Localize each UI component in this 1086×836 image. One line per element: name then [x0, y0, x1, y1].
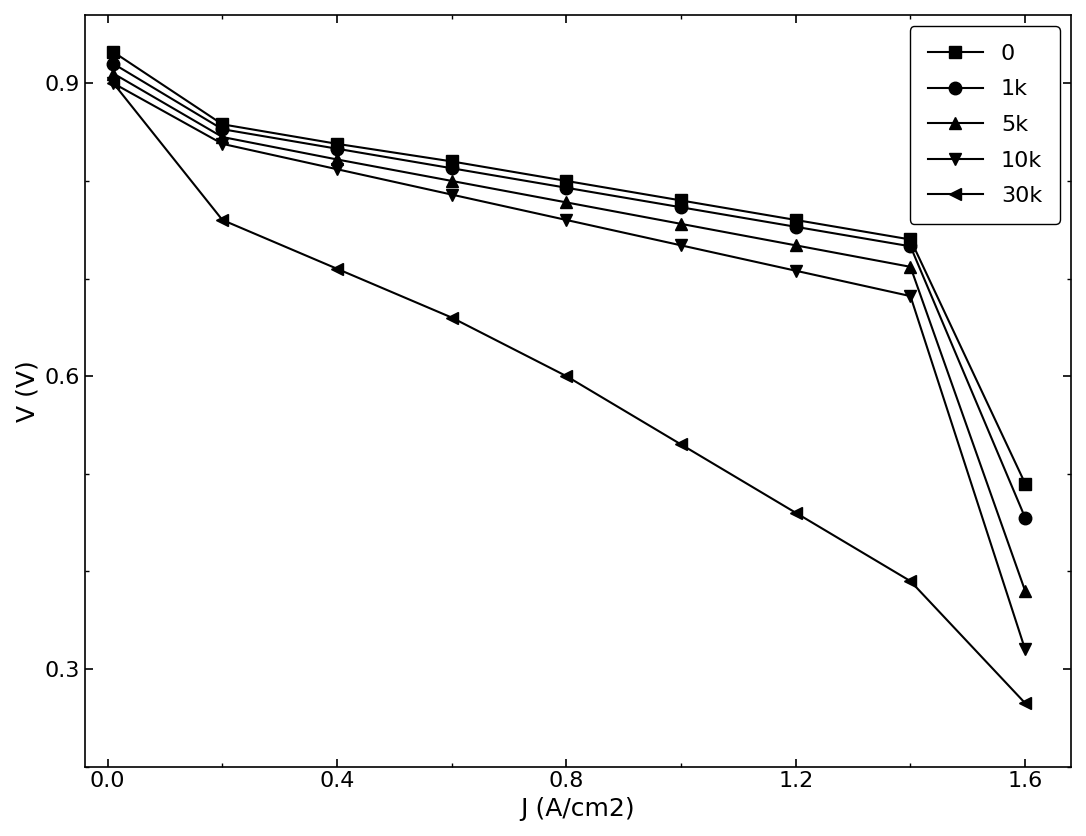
10k — [445, 190, 458, 200]
5k — [330, 155, 343, 165]
Line: 0: 0 — [108, 46, 1032, 490]
0 — [790, 215, 803, 225]
10k — [674, 240, 687, 250]
1k — [330, 144, 343, 154]
1k — [560, 183, 573, 193]
1k — [904, 242, 917, 252]
5k — [106, 69, 119, 79]
10k — [330, 164, 343, 174]
30k — [330, 264, 343, 274]
5k — [790, 240, 803, 250]
5k — [1019, 586, 1032, 596]
Line: 10k: 10k — [108, 77, 1032, 655]
10k — [560, 215, 573, 225]
0 — [330, 139, 343, 149]
0 — [674, 196, 687, 206]
0 — [904, 234, 917, 244]
1k — [1019, 512, 1032, 522]
10k — [790, 266, 803, 276]
30k — [216, 215, 229, 225]
1k — [445, 163, 458, 173]
0 — [1019, 478, 1032, 488]
30k — [674, 440, 687, 450]
1k — [790, 222, 803, 232]
30k — [560, 371, 573, 381]
10k — [106, 79, 119, 89]
5k — [904, 262, 917, 272]
0 — [216, 120, 229, 130]
Line: 1k: 1k — [108, 58, 1032, 524]
0 — [106, 47, 119, 57]
30k — [106, 79, 119, 89]
Y-axis label: V (V): V (V) — [15, 360, 39, 421]
Line: 30k: 30k — [108, 77, 1032, 710]
30k — [904, 576, 917, 586]
1k — [674, 202, 687, 212]
30k — [445, 313, 458, 323]
Legend: 0, 1k, 5k, 10k, 30k: 0, 1k, 5k, 10k, 30k — [910, 26, 1060, 224]
0 — [560, 176, 573, 186]
10k — [904, 291, 917, 301]
30k — [1019, 698, 1032, 708]
5k — [445, 176, 458, 186]
10k — [1019, 645, 1032, 655]
0 — [445, 156, 458, 166]
X-axis label: J (A/cm2): J (A/cm2) — [520, 797, 635, 821]
10k — [216, 139, 229, 149]
30k — [790, 507, 803, 517]
Line: 5k: 5k — [108, 68, 1032, 597]
5k — [216, 132, 229, 142]
5k — [560, 197, 573, 207]
1k — [106, 59, 119, 69]
5k — [674, 219, 687, 229]
1k — [216, 125, 229, 135]
